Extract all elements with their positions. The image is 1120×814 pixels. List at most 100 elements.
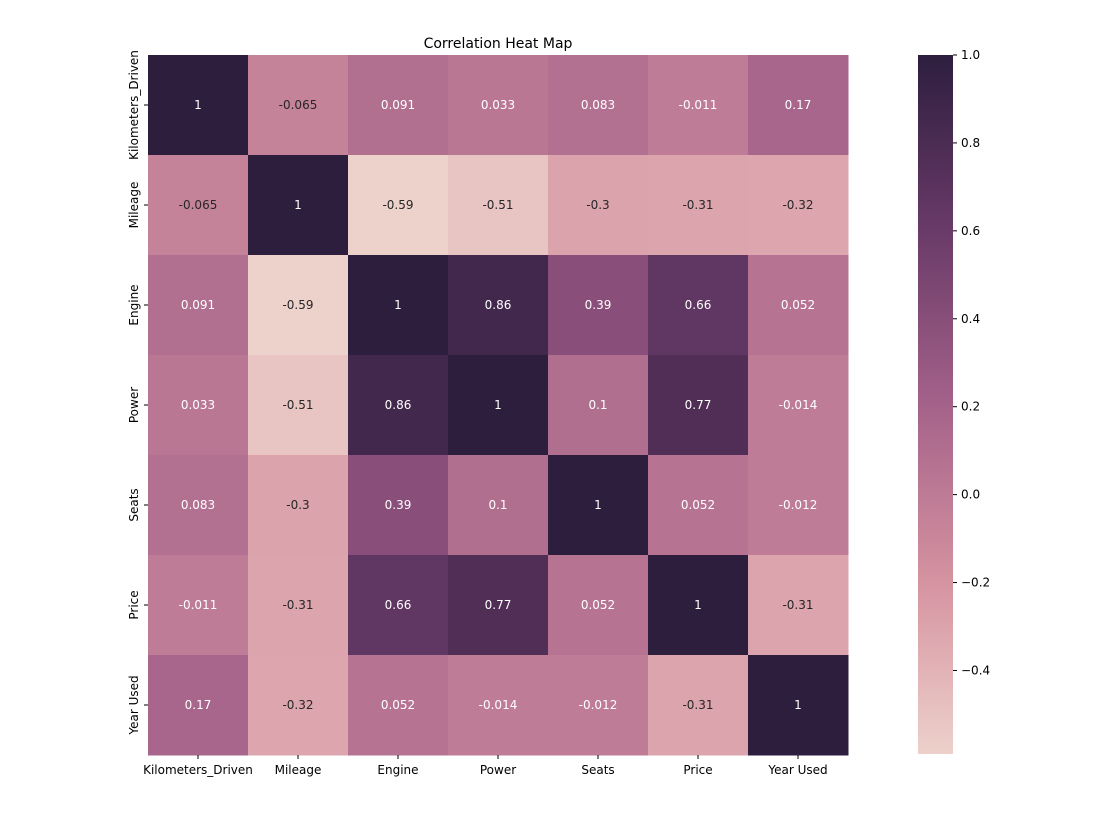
cell-value-label: -0.011: [179, 598, 218, 612]
cell-value-label: 0.17: [785, 98, 812, 112]
cell-value-label: 0.77: [685, 398, 712, 412]
cell-value-label: -0.014: [479, 698, 518, 712]
heatmap-cell: [148, 555, 249, 656]
heatmap-cell: [648, 555, 749, 656]
cell-value-label: -0.012: [779, 498, 818, 512]
cell-value-label: -0.51: [282, 398, 313, 412]
cell-value-label: 0.033: [481, 98, 515, 112]
cell-value-label: 0.1: [588, 398, 607, 412]
heatmap-cell: [148, 455, 249, 556]
cell-value-label: 0.052: [381, 698, 415, 712]
cell-value-label: 0.052: [681, 498, 715, 512]
cell-value-label: 0.66: [385, 598, 412, 612]
heatmap-cell: [748, 555, 849, 656]
heatmap-cell: [448, 55, 549, 156]
heatmap-cell: [748, 355, 849, 456]
heatmap-cell: [648, 55, 749, 156]
cell-value-label: -0.011: [679, 98, 718, 112]
colorbar-tick-label: 1.0: [961, 48, 980, 62]
cell-value-label: 0.17: [185, 698, 212, 712]
y-tick-label: Seats: [127, 488, 141, 521]
heatmap-cell: [548, 255, 649, 356]
cell-value-label: 0.091: [381, 98, 415, 112]
heatmap-cell: [148, 55, 249, 156]
cell-value-label: 1: [694, 598, 702, 612]
heatmap-cell: [648, 255, 749, 356]
cell-value-label: -0.014: [779, 398, 818, 412]
y-tick-label: Price: [127, 590, 141, 619]
x-tick-label: Kilometers_Driven: [143, 763, 253, 777]
heatmap-cell: [348, 555, 449, 656]
cell-value-label: -0.31: [282, 598, 313, 612]
cell-value-label: 0.083: [181, 498, 215, 512]
heatmap-cell: [148, 255, 249, 356]
heatmap-cell: [648, 455, 749, 556]
heatmap-cell: [748, 55, 849, 156]
heatmap-cell: [448, 355, 549, 456]
cell-value-label: -0.3: [586, 198, 609, 212]
colorbar: 1.0 0.8 0.6 0.4 0.2 0.0 −0.2 −0.4: [918, 48, 990, 754]
cell-value-label: 0.77: [485, 598, 512, 612]
cell-value-label: 0.86: [485, 298, 512, 312]
heatmap-cell: [348, 155, 449, 256]
cell-value-label: -0.3: [286, 498, 309, 512]
heatmap-cell: [148, 355, 249, 456]
cell-value-label: -0.59: [382, 198, 413, 212]
heatmap-cell: [648, 655, 749, 756]
heatmap-cell: [148, 155, 249, 256]
cell-value-label: -0.065: [279, 98, 318, 112]
heatmap-cell: [248, 555, 349, 656]
chart-title: Correlation Heat Map: [424, 36, 573, 52]
heatmap-cell: [648, 355, 749, 456]
heatmap-cell: [248, 255, 349, 356]
colorbar-tick-label: 0.8: [961, 136, 980, 150]
heatmap-cell: [448, 655, 549, 756]
cell-value-label: -0.31: [682, 198, 713, 212]
cell-value-label: 1: [194, 98, 202, 112]
cell-value-label: -0.51: [482, 198, 513, 212]
y-tick-label: Year Used: [127, 675, 141, 735]
x-tick-label: Engine: [377, 763, 418, 777]
heatmap-cell: [548, 455, 649, 556]
cell-value-label: -0.012: [579, 698, 618, 712]
heatmap-cell: [548, 55, 649, 156]
cell-value-label: 0.052: [581, 598, 615, 612]
x-tick-label: Mileage: [275, 763, 322, 777]
cell-value-label: -0.32: [282, 698, 313, 712]
heatmap-cell: [748, 455, 849, 556]
cell-value-label: 0.052: [781, 298, 815, 312]
colorbar-tick-label: 0.2: [961, 400, 980, 414]
heatmap-cell-labels: 1 -0.065 0.091 0.033 0.083 -0.011 0.17 -0.065 1 -…: [179, 98, 818, 712]
heatmap-cell: [248, 55, 349, 156]
colorbar-tick-label: −0.2: [961, 576, 990, 590]
cell-value-label: -0.59: [282, 298, 313, 312]
heatmap-cell: [348, 55, 449, 156]
heatmap-cell: [348, 355, 449, 456]
heatmap-cells: [148, 55, 849, 756]
cell-value-label: -0.31: [682, 698, 713, 712]
heatmap-cell: [348, 455, 449, 556]
cell-value-label: 0.66: [685, 298, 712, 312]
colorbar-gradient: [918, 55, 953, 754]
heatmap-cell: [248, 455, 349, 556]
heatmap-cell: [248, 355, 349, 456]
x-tick-label: Year Used: [767, 763, 827, 777]
cell-value-label: 0.39: [585, 298, 612, 312]
heatmap-cell: [648, 155, 749, 256]
y-tick-label: Engine: [127, 284, 141, 325]
colorbar-tick-label: 0.0: [961, 488, 980, 502]
heatmap-cell: [748, 655, 849, 756]
cell-value-label: 0.083: [581, 98, 615, 112]
heatmap-cell: [448, 555, 549, 656]
x-tick-label: Seats: [581, 763, 614, 777]
cell-value-label: 1: [594, 498, 602, 512]
y-tick-label: Mileage: [127, 182, 141, 229]
cell-value-label: 1: [494, 398, 502, 412]
cell-value-label: -0.32: [782, 198, 813, 212]
heatmap-cell: [148, 655, 249, 756]
y-axis: Kilometers_Driven Mileage Engine Power Seats…: [127, 50, 148, 736]
heatmap-cell: [448, 455, 549, 556]
heatmap-cell: [548, 655, 649, 756]
cell-value-label: 0.86: [385, 398, 412, 412]
heatmap-cell: [548, 355, 649, 456]
